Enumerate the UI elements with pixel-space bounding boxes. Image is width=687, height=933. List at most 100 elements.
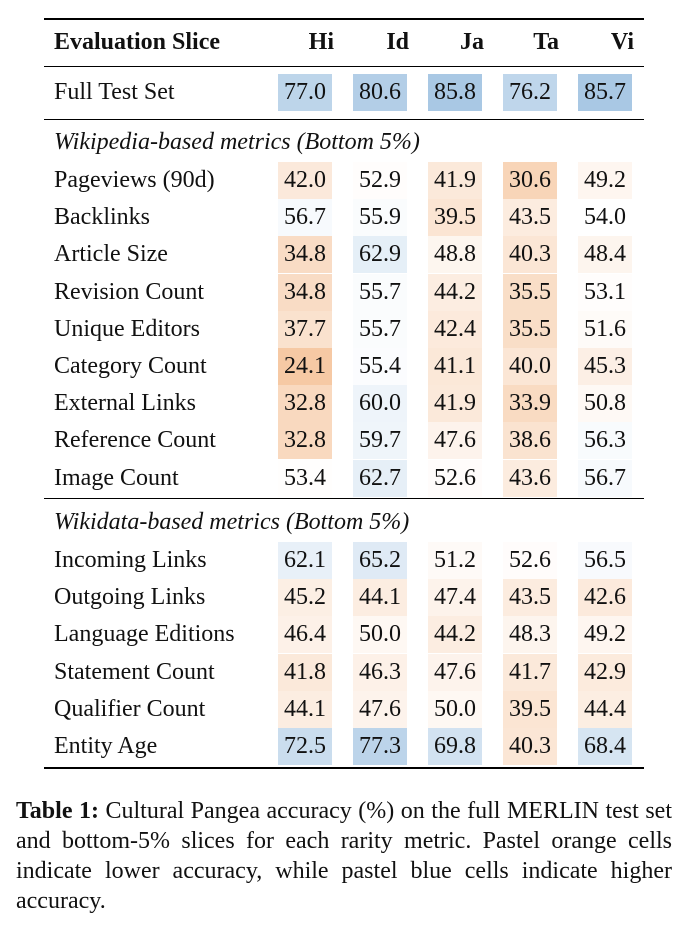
value-cell-ta: 52.6: [503, 542, 557, 579]
value-cell-vi: 51.6: [578, 310, 632, 348]
value-cell-vi: 56.7: [578, 459, 632, 497]
value-cell-id: 62.7: [353, 459, 407, 497]
header-col-vi: Vi: [610, 29, 634, 55]
table-row: Revision Count 34.8 55.7 44.2 35.5 53.1: [44, 273, 644, 311]
value-cell-hi: 32.8: [278, 385, 332, 423]
value-cell-ta: 40.3: [503, 236, 557, 274]
value-cell-ja: 41.9: [428, 162, 482, 199]
value-cell-ja: 52.6: [428, 459, 482, 497]
value-cell-ta: 38.6: [503, 422, 557, 460]
table-row: Pageviews (90d) 42.0 52.9 41.9 30.6 49.2: [44, 162, 644, 199]
value-cell-ta: 33.9: [503, 385, 557, 423]
row-label: Language Editions: [54, 621, 235, 648]
section-title-wikidata: Wikidata-based metrics (Bottom 5%): [54, 509, 410, 535]
value-cell-vi: 48.4: [578, 236, 632, 274]
value-cell-ja: 47.6: [428, 422, 482, 460]
value-cell-id: 55.7: [353, 310, 407, 348]
value-cell-ja: 41.9: [428, 385, 482, 423]
value-cell-vi: 49.2: [578, 616, 632, 654]
row-label: Qualifier Count: [54, 695, 206, 722]
value-cell-id: 55.7: [353, 273, 407, 311]
value-cell-ta: 40.3: [503, 728, 557, 765]
value-cell-vi: 44.4: [578, 690, 632, 728]
value-cell-vi: 49.2: [578, 162, 632, 199]
table-row: Outgoing Links 45.2 44.1 47.4 43.5 42.6: [44, 579, 644, 617]
value-cell-vi: 56.3: [578, 422, 632, 460]
value-cell-id: 55.9: [353, 199, 407, 237]
value-cell-ta: 35.5: [503, 310, 557, 348]
table-row: External Links 32.8 60.0 41.9 33.9 50.8: [44, 385, 644, 423]
value-cell-hi: 41.8: [278, 653, 332, 691]
value-cell-id: 80.6: [353, 74, 407, 111]
value-cell-id: 44.1: [353, 579, 407, 617]
header-col-id: Id: [386, 29, 409, 55]
value-cell-id: 59.7: [353, 422, 407, 460]
header-col-ja: Ja: [460, 29, 484, 55]
value-cell-vi: 45.3: [578, 348, 632, 385]
value-cell-ta: 43.5: [503, 199, 557, 237]
table-row: Backlinks 56.7 55.9 39.5 43.5 54.0: [44, 199, 644, 237]
value-cell-ja: 42.4: [428, 310, 482, 348]
caption-label: Table 1:: [16, 798, 99, 824]
value-cell-vi: 85.7: [578, 74, 632, 111]
value-cell-ta: 30.6: [503, 162, 557, 199]
header-col-ta: Ta: [533, 29, 559, 55]
caption-text: Cultural Pangea accuracy (%) on the full…: [16, 798, 672, 914]
row-label: Category Count: [54, 353, 207, 379]
row-label: Backlinks: [54, 204, 150, 231]
table-row: Incoming Links 62.1 65.2 51.2 52.6 56.5: [44, 542, 644, 579]
row-label: Statement Count: [54, 658, 215, 685]
value-cell-hi: 42.0: [278, 162, 332, 199]
value-cell-vi: 53.1: [578, 273, 632, 311]
value-cell-vi: 68.4: [578, 728, 632, 765]
value-cell-hi: 56.7: [278, 199, 332, 237]
table-row: Reference Count 32.8 59.7 47.6 38.6 56.3: [44, 422, 644, 460]
row-label: Revision Count: [54, 278, 205, 305]
table-row: Image Count 53.4 62.7 52.6 43.6 56.7: [44, 459, 644, 497]
value-cell-id: 65.2: [353, 542, 407, 579]
table-row: Statement Count 41.8 46.3 47.6 41.7 42.9: [44, 653, 644, 691]
section-title-wikipedia: Wikipedia-based metrics (Bottom 5%): [54, 129, 420, 155]
value-cell-ta: 41.7: [503, 653, 557, 691]
value-cell-ta: 43.6: [503, 459, 557, 497]
row-label: Reference Count: [54, 427, 216, 454]
table-row: Entity Age 72.5 77.3 69.8 40.3 68.4: [44, 728, 644, 765]
value-cell-id: 52.9: [353, 162, 407, 199]
value-cell-ja: 51.2: [428, 542, 482, 579]
value-cell-hi: 44.1: [278, 690, 332, 728]
value-cell-ja: 41.1: [428, 348, 482, 385]
value-cell-hi: 32.8: [278, 422, 332, 460]
table-row: Qualifier Count 44.1 47.6 50.0 39.5 44.4: [44, 690, 644, 728]
header-col-hi: Hi: [308, 29, 334, 55]
value-cell-ja: 85.8: [428, 74, 482, 111]
header-slice-label: Evaluation Slice: [54, 29, 221, 55]
value-cell-id: 55.4: [353, 348, 407, 385]
value-cell-hi: 45.2: [278, 579, 332, 617]
value-cell-ja: 44.2: [428, 616, 482, 654]
header-row: Evaluation Slice Hi Id Ja Ta Vi: [44, 24, 644, 61]
value-cell-ta: 76.2: [503, 74, 557, 111]
value-cell-hi: 53.4: [278, 459, 332, 497]
section-rule: [44, 498, 644, 499]
value-cell-id: 60.0: [353, 385, 407, 423]
value-cell-ja: 69.8: [428, 728, 482, 765]
top-rule: [44, 18, 644, 20]
value-cell-ta: 43.5: [503, 579, 557, 617]
value-cell-id: 46.3: [353, 653, 407, 691]
value-cell-vi: 56.5: [578, 542, 632, 579]
row-label: Incoming Links: [54, 547, 207, 573]
row-label: Outgoing Links: [54, 584, 206, 611]
table-row: Article Size 34.8 62.9 48.8 40.3 48.4: [44, 236, 644, 274]
value-cell-ja: 48.8: [428, 236, 482, 274]
value-cell-ja: 39.5: [428, 199, 482, 237]
value-cell-ta: 35.5: [503, 273, 557, 311]
value-cell-ta: 40.0: [503, 348, 557, 385]
value-cell-hi: 62.1: [278, 542, 332, 579]
table-row: Category Count 24.1 55.4 41.1 40.0 45.3: [44, 348, 644, 385]
value-cell-hi: 34.8: [278, 273, 332, 311]
value-cell-hi: 34.8: [278, 236, 332, 274]
table-row: Language Editions 46.4 50.0 44.2 48.3 49.2: [44, 616, 644, 654]
table-row: Unique Editors 37.7 55.7 42.4 35.5 51.6: [44, 310, 644, 348]
table-caption: Table 1: Cultural Pangea accuracy (%) on…: [16, 796, 672, 916]
full-test-set-row: Full Test Set 77.0 80.6 85.8 76.2 85.7: [44, 74, 644, 111]
